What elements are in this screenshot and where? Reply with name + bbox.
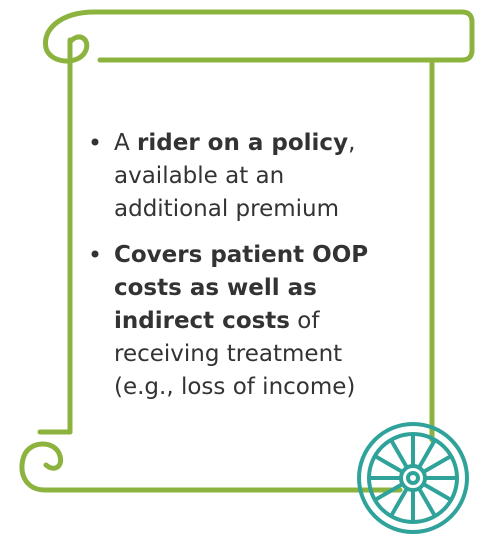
text-run: of (290, 308, 320, 334)
wheel-icon (359, 424, 467, 532)
bullet-line: A rider on a policy, (114, 130, 355, 156)
bullet-dot (92, 139, 99, 146)
wheel-spoke (375, 456, 403, 472)
text-run: available at an (114, 163, 284, 189)
page: {"bullets": [ {"lines": [ [{"text": "A "… (0, 0, 477, 542)
bullet-line: additional premium (114, 196, 339, 222)
text-run: , (348, 130, 355, 156)
wheel-spoke (423, 484, 451, 500)
text-run: costs as well as (114, 275, 317, 301)
text-run: rider on a policy (137, 130, 348, 156)
text-run: additional premium (114, 196, 339, 222)
text-run: receiving treatment (114, 341, 342, 367)
wheel-spoke (423, 456, 451, 472)
bullet-line: (e.g., loss of income) (114, 374, 355, 400)
text-run: Covers patient OOP (114, 242, 368, 268)
bullet-line: Covers patient OOP (114, 242, 368, 268)
scroll-graphic: A rider on a policy, available at an addit… (0, 0, 477, 542)
wheel-spoke (419, 488, 435, 516)
bullet-line: costs as well as (114, 275, 317, 301)
bullet-dot (92, 251, 99, 258)
wheel-spoke (419, 440, 435, 468)
bullet-item: A rider on a policy, available at an addit… (92, 130, 356, 222)
bullet-line: receiving treatment (114, 341, 342, 367)
bullet-list: A rider on a policy, available at an addit… (92, 130, 369, 400)
wheel-spoke (391, 440, 407, 468)
scroll-bottom-curl (22, 444, 61, 490)
wheel-spoke (391, 488, 407, 516)
text-run: indirect costs (114, 308, 290, 334)
wheel-axle (408, 473, 418, 483)
text-run: (e.g., loss of income) (114, 374, 355, 400)
wheel-hub (401, 466, 425, 490)
bullet-item: Covers patient OOP costs as well as indire… (92, 242, 369, 400)
scroll-top-roll (95, 12, 472, 60)
bullet-line: available at an (114, 163, 284, 189)
bullet-line: indirect costs of (114, 308, 320, 334)
text-run: A (114, 130, 137, 156)
